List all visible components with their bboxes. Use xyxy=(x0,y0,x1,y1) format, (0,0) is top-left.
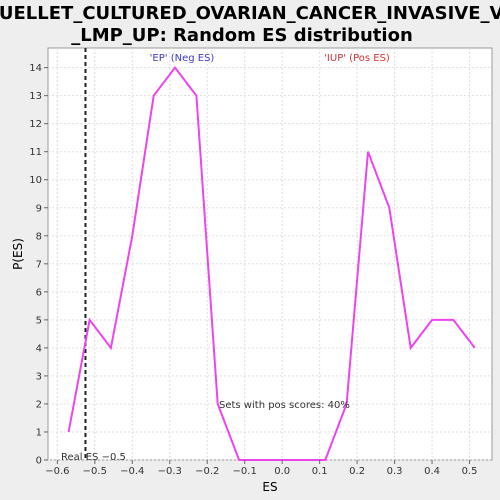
pos-scores-annotation: Sets with pos scores: 40% xyxy=(219,400,350,411)
y-tick-label-2: 2 xyxy=(36,399,42,410)
x-tick-label-11: 0.5 xyxy=(462,466,478,477)
x-tick-label-10: 0.4 xyxy=(424,466,440,477)
x-tick-label-6: 0.0 xyxy=(274,466,290,477)
x-tick-label-1: −0.5 xyxy=(83,466,107,477)
x-tick-label-3: −0.3 xyxy=(158,466,182,477)
y-tick-label-3: 3 xyxy=(36,371,42,382)
plot-area xyxy=(47,47,493,461)
x-tick-label-4: −0.2 xyxy=(195,466,219,477)
x-tick-label-7: 0.1 xyxy=(312,466,328,477)
y-tick-label-13: 13 xyxy=(29,91,42,102)
x-tick-label-9: 0.3 xyxy=(387,466,403,477)
series-layer xyxy=(67,65,476,461)
y-tick-label-8: 8 xyxy=(36,231,42,242)
x-tick-label-5: −0.1 xyxy=(233,466,257,477)
y-axis-label: P(ES) xyxy=(11,238,25,270)
y-tick-label-7: 7 xyxy=(36,259,42,270)
x-tick-label-2: −0.4 xyxy=(120,466,144,477)
series-line-0 xyxy=(67,65,476,461)
y-tick-label-5: 5 xyxy=(36,315,42,326)
y-tick-label-0: 0 xyxy=(36,456,42,467)
chart-title-line2: _LMP_UP: Random ES distribution xyxy=(71,25,413,46)
grid-layer xyxy=(48,48,492,461)
x-tick-label-8: 0.2 xyxy=(349,466,365,477)
chart-title-line1: OUELLET_CULTURED_OVARIAN_CANCER_INVASIVE… xyxy=(0,3,500,24)
x-tick-label-0: −0.6 xyxy=(45,466,69,477)
pos-es-label: 'IUP' (Pos ES) xyxy=(324,53,390,64)
y-tick-label-4: 4 xyxy=(36,343,42,354)
y-tick-label-1: 1 xyxy=(36,427,42,438)
y-tick-label-9: 9 xyxy=(36,203,42,214)
y-tick-label-10: 10 xyxy=(29,175,42,186)
real-es-annotation: Real ES −0.5 xyxy=(61,452,126,463)
axis-layer: −0.6 −0.5 −0.4 −0.3 −0.2 −0.1 0.0 0.1 0.2 0.3 0.4 0… xyxy=(29,63,477,477)
y-tick-label-11: 11 xyxy=(29,147,42,158)
neg-es-label: 'EP' (Neg ES) xyxy=(150,53,215,64)
y-tick-label-14: 14 xyxy=(29,63,42,74)
x-axis-label: ES xyxy=(262,480,277,494)
y-tick-label-12: 12 xyxy=(29,119,42,130)
y-tick-label-6: 6 xyxy=(36,287,42,298)
